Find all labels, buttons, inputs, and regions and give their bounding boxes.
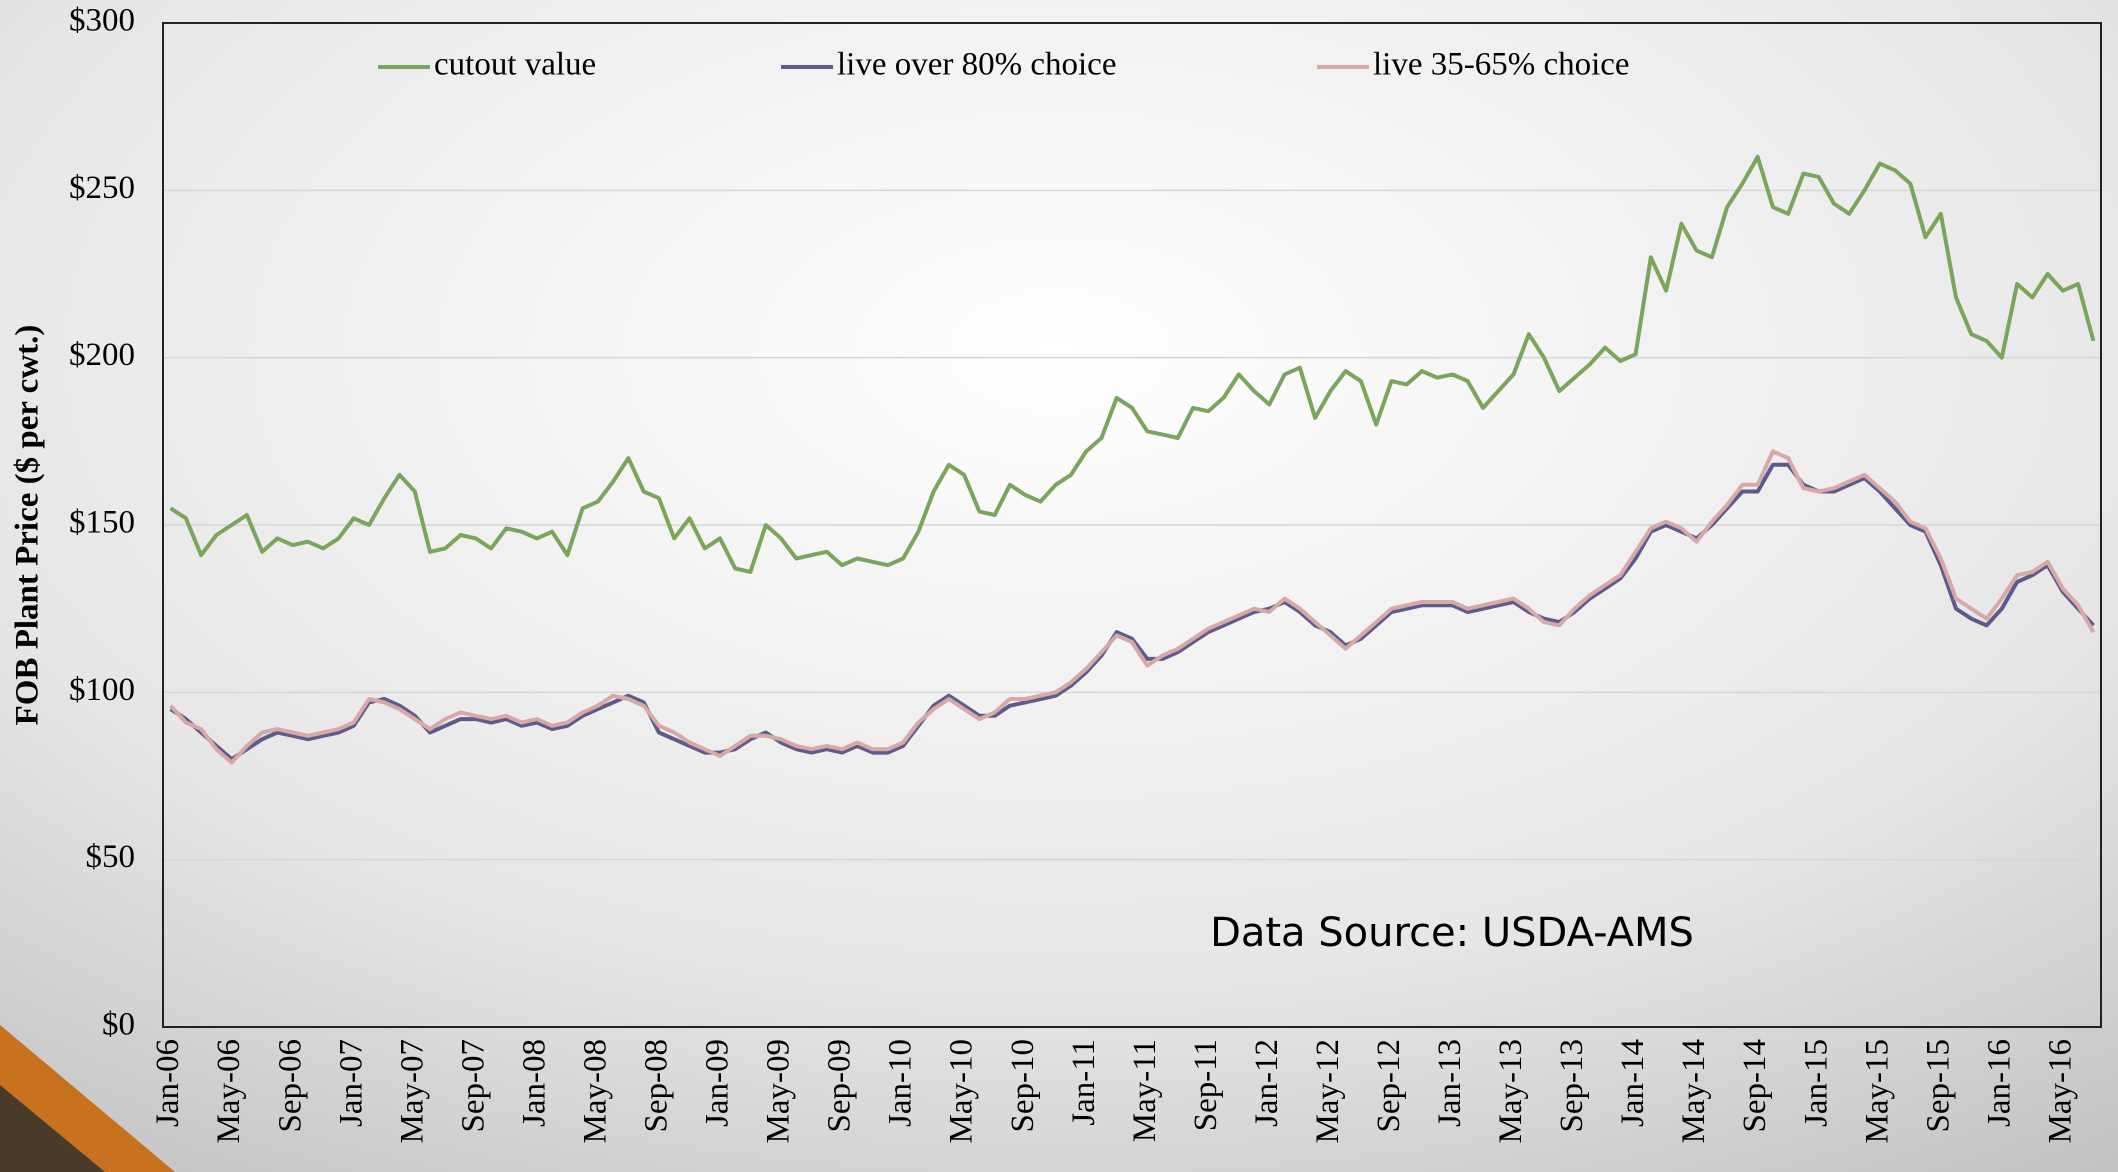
x-tick-label: May-10 [944, 1039, 980, 1143]
x-tick-label: Jan-08 [516, 1039, 552, 1127]
series-line [169, 154, 2096, 574]
legend-label: live over 80% choice [837, 47, 1116, 83]
y-tick-label: $250 [69, 170, 135, 206]
x-tick-label: May-15 [1859, 1039, 1895, 1143]
plot-frame [162, 22, 2102, 1028]
x-tick-label: Sep-08 [639, 1039, 675, 1133]
x-tick-label: Jan-06 [150, 1039, 186, 1127]
y-tick-label: $50 [86, 839, 136, 875]
x-tick-label: May-16 [2042, 1039, 2078, 1143]
x-tick-label: Sep-14 [1737, 1039, 1773, 1133]
legend-label: live 35-65% choice [1373, 47, 1630, 83]
x-tick-label: Sep-10 [1005, 1039, 1041, 1133]
x-tick-label: Jan-10 [883, 1039, 919, 1127]
x-tick-label: Jan-15 [1798, 1039, 1834, 1127]
x-tick-label: Jan-09 [700, 1039, 736, 1127]
y-axis-label: FOB Plant Price ($ per cwt.) [10, 325, 46, 726]
x-tick-label: May-11 [1127, 1039, 1163, 1142]
y-tick-label: $100 [69, 672, 135, 708]
x-tick-label: Sep-11 [1188, 1039, 1224, 1131]
y-tick-label: $0 [102, 1007, 135, 1043]
x-tick-label: Jan-12 [1249, 1039, 1285, 1127]
x-tick-label: Jan-11 [1066, 1039, 1102, 1126]
x-tick-label: May-14 [1676, 1039, 1712, 1143]
x-tick-label: Sep-06 [272, 1039, 308, 1133]
x-tick-label: May-12 [1310, 1039, 1346, 1143]
x-tick-label: May-13 [1493, 1039, 1529, 1143]
legend-label: cutout value [434, 47, 596, 83]
decoration [0, 1085, 105, 1172]
x-tick-label: Sep-13 [1554, 1039, 1590, 1133]
x-tick-label: Sep-12 [1371, 1039, 1407, 1133]
x-tick-label: Sep-09 [822, 1039, 858, 1133]
y-tick-label: $200 [69, 337, 135, 373]
x-tick-label: Jan-14 [1615, 1039, 1651, 1127]
x-tick-label: Sep-15 [1920, 1039, 1956, 1133]
x-tick-label: Jan-07 [333, 1039, 369, 1127]
x-tick-label: Sep-07 [455, 1039, 491, 1133]
y-tick-label: $300 [69, 3, 135, 39]
series-line [169, 449, 2096, 765]
x-tick-label: May-09 [761, 1039, 797, 1143]
x-tick-label: Jan-13 [1432, 1039, 1468, 1127]
x-tick-label: May-07 [394, 1039, 430, 1143]
x-tick-label: May-06 [211, 1039, 247, 1143]
x-tick-label: May-08 [577, 1039, 613, 1143]
series-line [169, 462, 2095, 762]
y-tick-label: $150 [69, 505, 135, 541]
x-tick-label: Jan-16 [1981, 1039, 2017, 1127]
annotation: Data Source: USDA-AMS [1210, 910, 1694, 956]
